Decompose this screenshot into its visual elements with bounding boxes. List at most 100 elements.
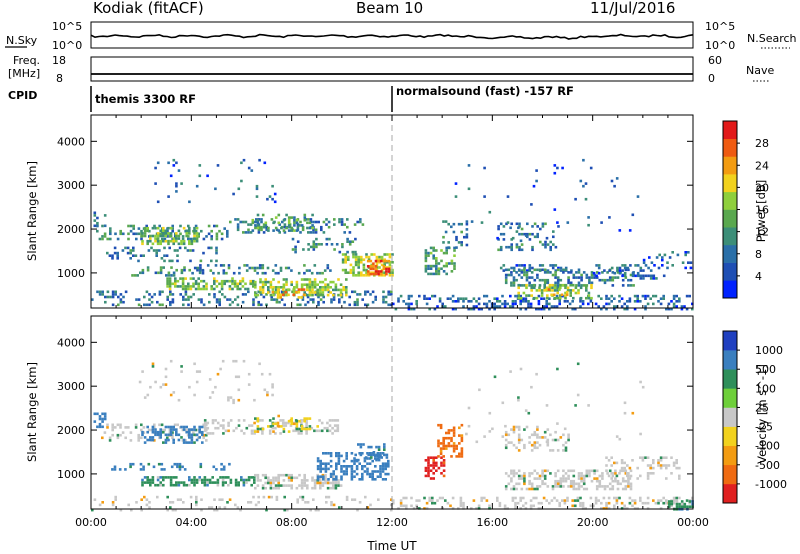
heatmap-cell (264, 476, 267, 480)
heatmap-cell (353, 457, 356, 460)
heatmap-cell (545, 300, 548, 303)
heatmap-cell (533, 443, 537, 447)
heatmap-cell (585, 487, 589, 491)
heatmap-cell (535, 372, 538, 376)
heatmap-cell (245, 269, 249, 272)
heatmap-cell (169, 226, 173, 230)
heatmap-cell (331, 426, 334, 430)
heatmap-cell (313, 283, 317, 286)
colorbar-tick-label: 8 (755, 248, 762, 261)
heatmap-cell (261, 213, 265, 217)
heatmap-cell (162, 229, 165, 233)
heatmap-cell (175, 239, 178, 243)
heatmap-cell (562, 479, 565, 483)
heatmap-cell (162, 430, 165, 434)
heatmap-cell (371, 459, 374, 463)
heatmap-cell (537, 507, 541, 510)
heatmap-cell (330, 243, 334, 246)
heatmap-cell (215, 508, 219, 512)
heatmap-cell (308, 417, 312, 420)
heatmap-cell (331, 432, 334, 435)
heatmap-cell (376, 452, 380, 455)
heatmap-cell (236, 218, 240, 221)
heatmap-cell (346, 225, 349, 229)
heatmap-cell (646, 472, 650, 475)
heatmap-cell (341, 253, 345, 256)
heatmap-cell (326, 293, 330, 297)
heatmap-cell (332, 472, 335, 476)
heatmap-cell (577, 487, 581, 491)
heatmap-cell (169, 359, 173, 363)
heatmap-cell (159, 476, 162, 479)
heatmap-cell (605, 469, 608, 472)
heatmap-cell (450, 436, 453, 440)
heatmap-cell (675, 461, 678, 465)
heatmap-cell (135, 501, 138, 504)
heatmap-cell (670, 472, 673, 475)
heatmap-cell (269, 484, 273, 487)
heatmap-cell (380, 263, 384, 267)
heatmap-cell (188, 430, 191, 434)
heatmap-cell (247, 478, 251, 482)
heatmap-cell (141, 433, 144, 437)
heatmap-cell (600, 501, 603, 505)
heatmap-cell (161, 303, 164, 307)
heatmap-cell (250, 429, 254, 433)
heatmap-cell (370, 445, 373, 449)
heatmap-cell (530, 385, 533, 389)
heatmap-cell (440, 259, 443, 263)
heatmap-cell (137, 433, 140, 437)
heatmap-cell (103, 412, 107, 416)
heatmap-cell (518, 225, 521, 228)
heatmap-cell (642, 274, 645, 278)
heatmap-cell (309, 218, 313, 221)
heatmap-cell (525, 278, 529, 282)
heatmap-cell (598, 474, 602, 478)
heatmap-cell (274, 226, 278, 230)
heatmap-cell (143, 481, 147, 484)
heatmap-cell (172, 428, 175, 431)
heatmap-cell (455, 455, 458, 458)
heatmap-cell (239, 508, 242, 512)
heatmap-cell (624, 487, 628, 491)
heatmap-cell (556, 289, 559, 292)
heatmap-cell (220, 462, 223, 466)
heatmap-cell (387, 465, 390, 468)
heatmap-cell (618, 271, 622, 275)
heatmap-cell (132, 232, 135, 236)
heatmap-cell (542, 305, 546, 308)
heatmap-cell (305, 421, 308, 425)
heatmap-cell (543, 278, 547, 282)
heatmap-cell (525, 425, 529, 429)
heatmap-cell (283, 223, 287, 226)
heatmap-cell (255, 220, 258, 224)
heatmap-cell (314, 220, 318, 224)
heatmap-cell (188, 478, 191, 482)
heatmap-cell (334, 286, 338, 289)
heatmap-cell (451, 300, 455, 303)
heatmap-cell (172, 441, 175, 444)
heatmap-cell (676, 253, 680, 257)
heatmap-cell (564, 291, 567, 295)
heatmap-cell (639, 277, 643, 280)
heatmap-cell (454, 182, 458, 185)
heatmap-cell (145, 290, 149, 294)
heatmap-cell (424, 267, 428, 270)
heatmap-cell (222, 432, 225, 435)
heatmap-cell (620, 297, 624, 300)
heatmap-cell (366, 472, 369, 476)
heatmap-cell (271, 426, 275, 430)
heatmap-cell (582, 477, 586, 480)
heatmap-cell (256, 218, 260, 222)
heatmap-cell (156, 239, 160, 243)
heatmap-cell (361, 298, 364, 301)
colorbar-tick-label: -1000 (755, 478, 787, 491)
heatmap-cell (168, 287, 172, 291)
heatmap-cell (218, 290, 221, 294)
heatmap-cell (108, 436, 112, 440)
heatmap-cell (614, 469, 617, 473)
heatmap-cell (234, 359, 238, 363)
heatmap-cell (431, 501, 434, 505)
heatmap-cell (154, 234, 157, 238)
heatmap-cell (540, 507, 543, 510)
